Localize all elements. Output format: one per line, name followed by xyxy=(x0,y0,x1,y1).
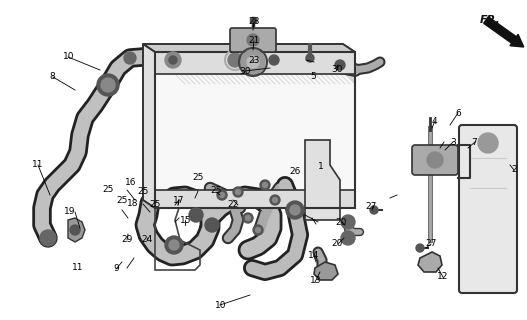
Circle shape xyxy=(341,215,355,229)
Circle shape xyxy=(241,50,265,74)
Text: 16: 16 xyxy=(125,178,136,187)
Polygon shape xyxy=(143,44,155,208)
Circle shape xyxy=(236,189,240,195)
Circle shape xyxy=(306,54,314,62)
Circle shape xyxy=(260,180,270,190)
FancyArrow shape xyxy=(484,17,524,47)
Circle shape xyxy=(70,225,80,235)
Circle shape xyxy=(101,78,115,92)
Text: 10: 10 xyxy=(214,301,226,310)
FancyBboxPatch shape xyxy=(459,125,517,293)
Circle shape xyxy=(262,182,268,188)
Text: 8: 8 xyxy=(50,72,55,81)
Text: 20: 20 xyxy=(331,239,343,248)
Text: 5: 5 xyxy=(311,72,316,81)
Text: 25: 25 xyxy=(116,196,128,204)
FancyBboxPatch shape xyxy=(230,28,276,52)
Text: 17: 17 xyxy=(173,196,185,204)
Circle shape xyxy=(165,52,181,68)
Text: 13: 13 xyxy=(310,276,322,285)
Circle shape xyxy=(286,201,304,219)
Circle shape xyxy=(246,215,250,220)
Circle shape xyxy=(253,225,263,235)
Text: 12: 12 xyxy=(437,272,448,281)
Circle shape xyxy=(341,231,355,245)
Circle shape xyxy=(205,218,219,232)
Bar xyxy=(155,52,355,208)
Text: 11: 11 xyxy=(32,160,44,169)
Text: 30: 30 xyxy=(331,65,343,74)
Text: 11: 11 xyxy=(72,263,83,272)
Circle shape xyxy=(269,55,279,65)
Text: 25: 25 xyxy=(150,200,161,209)
Text: 27: 27 xyxy=(366,202,377,211)
Text: 7: 7 xyxy=(472,138,477,147)
Circle shape xyxy=(243,213,253,223)
Text: 26: 26 xyxy=(289,167,301,176)
Circle shape xyxy=(416,244,424,252)
Circle shape xyxy=(335,60,345,70)
Text: 25: 25 xyxy=(210,186,222,195)
Circle shape xyxy=(370,206,378,214)
Text: 15: 15 xyxy=(180,216,191,225)
Bar xyxy=(250,18,256,22)
Circle shape xyxy=(272,197,278,203)
Polygon shape xyxy=(305,140,340,220)
Text: 6: 6 xyxy=(456,109,461,118)
Text: 10: 10 xyxy=(63,52,74,61)
Text: 9: 9 xyxy=(113,264,119,273)
Circle shape xyxy=(40,230,56,246)
Circle shape xyxy=(217,190,227,200)
Text: 24: 24 xyxy=(141,235,152,244)
Text: 18: 18 xyxy=(127,199,139,208)
Text: 27: 27 xyxy=(425,239,437,248)
Text: 22: 22 xyxy=(228,200,239,209)
Circle shape xyxy=(256,228,260,233)
Bar xyxy=(155,52,355,74)
Circle shape xyxy=(220,193,225,197)
Polygon shape xyxy=(314,262,338,280)
Circle shape xyxy=(247,56,259,68)
Circle shape xyxy=(169,240,179,250)
Text: 29: 29 xyxy=(122,235,133,244)
Text: 3: 3 xyxy=(451,138,456,147)
Text: 2: 2 xyxy=(511,165,516,174)
Circle shape xyxy=(427,152,443,168)
Text: 19: 19 xyxy=(64,207,75,216)
Text: 14: 14 xyxy=(308,252,319,260)
Circle shape xyxy=(165,236,183,254)
Circle shape xyxy=(270,195,280,205)
Bar xyxy=(155,52,355,208)
Circle shape xyxy=(97,74,119,96)
Circle shape xyxy=(247,34,259,46)
Circle shape xyxy=(124,52,136,64)
Circle shape xyxy=(189,208,203,222)
Circle shape xyxy=(478,133,498,153)
Text: 30: 30 xyxy=(239,67,251,76)
Text: FR.: FR. xyxy=(480,15,501,25)
Text: 25: 25 xyxy=(138,187,149,196)
Text: 28: 28 xyxy=(248,17,260,26)
Polygon shape xyxy=(68,218,85,242)
Text: 23: 23 xyxy=(248,56,260,65)
Text: 4: 4 xyxy=(432,117,437,126)
Circle shape xyxy=(228,53,242,67)
Circle shape xyxy=(233,187,243,197)
Text: 25: 25 xyxy=(192,173,203,182)
Bar xyxy=(155,190,355,208)
FancyBboxPatch shape xyxy=(412,145,458,175)
Text: 1: 1 xyxy=(318,162,323,171)
Circle shape xyxy=(169,56,177,64)
Text: 21: 21 xyxy=(248,36,260,45)
Circle shape xyxy=(290,205,300,215)
Polygon shape xyxy=(418,252,442,272)
Text: 20: 20 xyxy=(336,218,347,227)
Polygon shape xyxy=(143,44,355,52)
Text: 25: 25 xyxy=(102,185,114,194)
